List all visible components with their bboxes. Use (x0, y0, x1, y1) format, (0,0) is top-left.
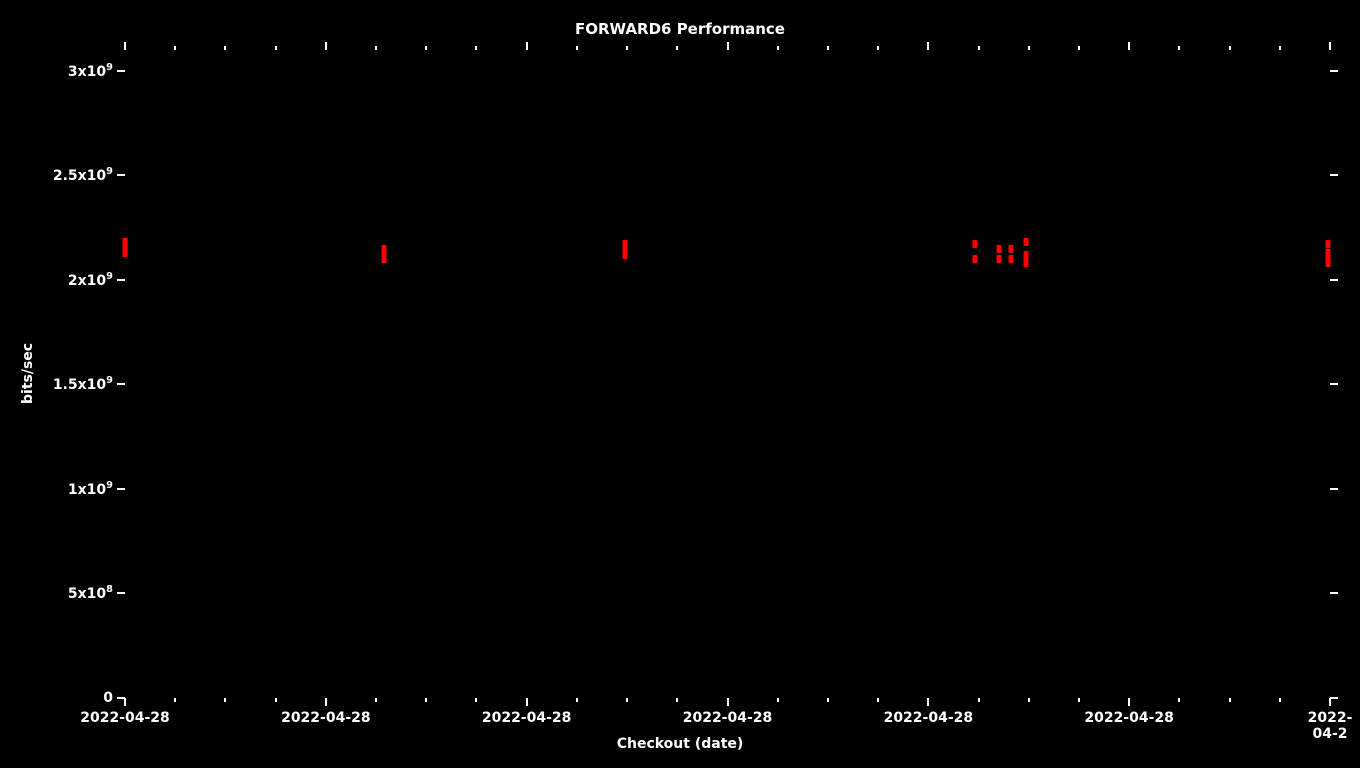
data-point (382, 255, 387, 263)
x-tick (325, 42, 327, 50)
x-tick (325, 698, 327, 706)
data-point (1024, 251, 1029, 259)
x-minor-tick (1028, 46, 1030, 50)
y-tick (1330, 592, 1338, 594)
data-point (972, 240, 977, 248)
y-tick-label: 1.5x109 (53, 376, 113, 394)
data-point (996, 245, 1001, 253)
x-minor-tick (676, 698, 678, 702)
y-tick-label: 2x109 (68, 271, 113, 289)
x-minor-tick (877, 46, 879, 50)
x-minor-tick (425, 46, 427, 50)
data-point (123, 249, 128, 257)
y-tick-label: 3x109 (68, 62, 113, 80)
y-tick (1330, 174, 1338, 176)
x-minor-tick (676, 46, 678, 50)
x-minor-tick (978, 698, 980, 702)
x-minor-tick (877, 698, 879, 702)
x-minor-tick (375, 698, 377, 702)
x-minor-tick (626, 698, 628, 702)
x-minor-tick (475, 46, 477, 50)
x-tick (727, 42, 729, 50)
x-minor-tick (174, 46, 176, 50)
x-tick (727, 698, 729, 706)
chart-container: FORWARD6 Performance bits/sec Checkout (da… (0, 0, 1360, 768)
y-tick-label: 0 (103, 690, 113, 706)
x-tick (124, 42, 126, 50)
x-minor-tick (1028, 698, 1030, 702)
data-point (996, 255, 1001, 263)
data-point (1008, 245, 1013, 253)
x-tick (526, 698, 528, 706)
y-axis-label: bits/sec (20, 343, 36, 404)
y-tick-label: 1x109 (68, 480, 113, 498)
y-tick (1330, 70, 1338, 72)
x-tick-label: 2022-04-28 (1084, 710, 1174, 726)
x-tick (124, 698, 126, 706)
x-minor-tick (224, 46, 226, 50)
x-tick (1128, 42, 1130, 50)
x-minor-tick (978, 46, 980, 50)
x-minor-tick (224, 698, 226, 702)
data-point (1008, 255, 1013, 263)
x-minor-tick (275, 46, 277, 50)
data-point (1024, 259, 1029, 267)
x-minor-tick (425, 698, 427, 702)
x-minor-tick (1279, 46, 1281, 50)
data-point (972, 255, 977, 263)
x-tick-label: 2022-04-28 (884, 710, 974, 726)
chart-title: FORWARD6 Performance (0, 20, 1360, 38)
x-minor-tick (475, 698, 477, 702)
x-tick-label: 2022-04-2 (1308, 710, 1353, 742)
x-tick (927, 698, 929, 706)
x-minor-tick (1078, 46, 1080, 50)
data-point (1024, 238, 1029, 246)
y-tick (117, 383, 125, 385)
x-minor-tick (275, 698, 277, 702)
x-tick-label: 2022-04-28 (281, 710, 371, 726)
y-tick (117, 592, 125, 594)
x-minor-tick (777, 46, 779, 50)
y-tick-label: 2.5x109 (53, 167, 113, 185)
x-minor-tick (576, 46, 578, 50)
data-point (623, 251, 628, 259)
x-tick (1128, 698, 1130, 706)
x-minor-tick (827, 46, 829, 50)
data-point (1325, 240, 1330, 248)
x-minor-tick (174, 698, 176, 702)
y-tick (1330, 383, 1338, 385)
x-minor-tick (827, 698, 829, 702)
x-tick-label: 2022-04-28 (80, 710, 170, 726)
y-tick (1330, 488, 1338, 490)
data-point (1325, 259, 1330, 267)
x-minor-tick (1229, 46, 1231, 50)
y-tick (117, 488, 125, 490)
x-minor-tick (777, 698, 779, 702)
x-tick-label: 2022-04-28 (482, 710, 572, 726)
y-tick-label: 5x108 (68, 585, 113, 603)
x-minor-tick (1178, 46, 1180, 50)
x-tick (1329, 698, 1331, 706)
x-minor-tick (375, 46, 377, 50)
x-minor-tick (626, 46, 628, 50)
x-tick (526, 42, 528, 50)
x-minor-tick (1279, 698, 1281, 702)
y-tick (1330, 279, 1338, 281)
x-axis-label: Checkout (date) (0, 736, 1360, 752)
x-tick-label: 2022-04-28 (683, 710, 773, 726)
y-tick (1330, 697, 1338, 699)
x-minor-tick (1078, 698, 1080, 702)
x-minor-tick (576, 698, 578, 702)
y-tick (117, 174, 125, 176)
x-minor-tick (1229, 698, 1231, 702)
y-tick (117, 70, 125, 72)
x-minor-tick (1178, 698, 1180, 702)
x-tick (1329, 42, 1331, 50)
x-tick (927, 42, 929, 50)
y-tick (117, 279, 125, 281)
